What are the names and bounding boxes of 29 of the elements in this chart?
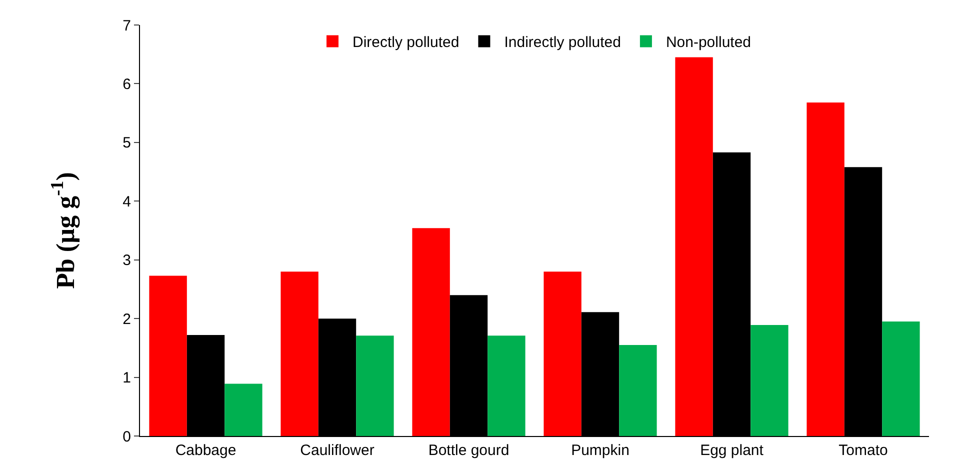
legend-label: Indirectly polluted	[504, 34, 621, 52]
bar	[488, 336, 526, 436]
y-tick-label: 3	[122, 252, 131, 270]
x-tick-label: Tomato	[838, 442, 888, 459]
bar	[280, 272, 318, 436]
bar	[544, 272, 582, 436]
x-tick-label: Egg plant	[700, 442, 764, 459]
bar	[412, 228, 450, 436]
bar	[356, 336, 394, 436]
bar	[806, 102, 844, 436]
bar	[619, 344, 657, 436]
bar	[882, 322, 920, 436]
x-tick-label: Pumpkin	[571, 442, 630, 459]
y-tick-label: 4	[122, 193, 131, 210]
y-tick-label: 1	[122, 370, 131, 387]
x-tick-label: Bottle gourd	[428, 442, 510, 459]
y-tick-label: 2	[122, 310, 131, 328]
y-tick-label: 7	[122, 17, 131, 34]
bar	[149, 276, 187, 436]
bar	[224, 384, 262, 436]
bar	[750, 325, 788, 436]
y-tick-label: 5	[122, 134, 131, 152]
y-tick-label: 0	[122, 428, 131, 446]
legend-label: Directly polluted	[352, 34, 460, 52]
y-tick-label: 6	[122, 76, 131, 93]
bar	[675, 57, 713, 436]
x-tick-label: Cauliflower	[300, 442, 374, 459]
x-tick-label: Cabbage	[175, 442, 236, 459]
legend-label: Non-polluted	[666, 34, 752, 52]
